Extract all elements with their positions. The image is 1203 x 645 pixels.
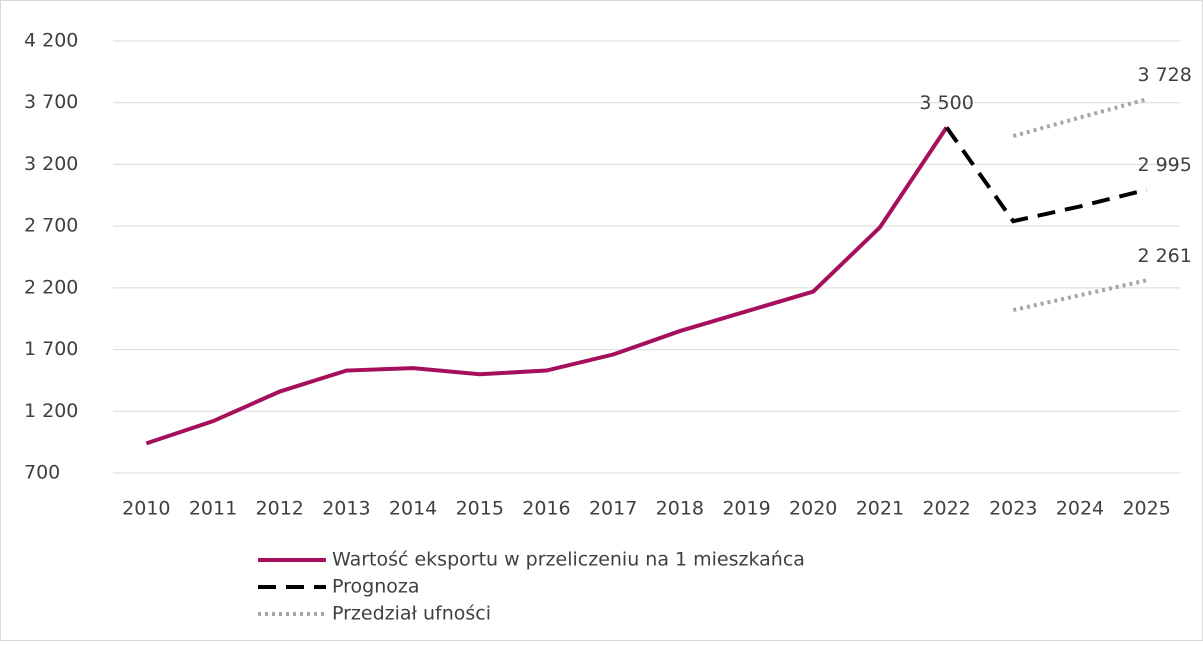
data-label: 2 995: [1137, 154, 1191, 176]
x-tick-label: 2016: [522, 498, 570, 520]
y-tick-label: 3 700: [24, 91, 78, 113]
data-label: 3 728: [1137, 64, 1191, 86]
y-tick-label: 4 200: [24, 30, 78, 52]
x-tick-label: 2018: [656, 498, 704, 520]
x-tick-label: 2010: [122, 498, 170, 520]
x-tick-label: 2024: [1056, 498, 1104, 520]
x-tick-label: 2013: [322, 498, 370, 520]
x-tick-label: 2015: [456, 498, 504, 520]
y-tick-label: 2 700: [24, 215, 78, 237]
series-line: [145, 126, 949, 446]
series-line: [1012, 278, 1148, 313]
x-tick-label: 2014: [389, 498, 437, 520]
x-tick-label: 2020: [789, 498, 837, 520]
y-tick-label: 1 200: [24, 400, 78, 422]
x-tick-label: 2019: [722, 498, 770, 520]
series-line: [1012, 97, 1148, 138]
series-line: [944, 126, 1148, 224]
legend-label: Wartość eksportu w przeliczeniu na 1 mie…: [332, 549, 805, 571]
x-tick-label: 2012: [256, 498, 304, 520]
y-tick-label: 3 200: [24, 153, 78, 175]
y-tick-label: 700: [24, 462, 60, 484]
legend-label: Prognoza: [332, 576, 420, 598]
legend-label: Przedział ufności: [332, 603, 491, 625]
x-tick-label: 2011: [189, 498, 237, 520]
x-tick-label: 2017: [589, 498, 637, 520]
x-tick-label: 2021: [856, 498, 904, 520]
x-tick-label: 2023: [989, 498, 1037, 520]
data-label: 2 261: [1137, 245, 1191, 267]
data-label: 3 500: [919, 92, 973, 114]
y-tick-label: 1 700: [24, 338, 78, 360]
x-tick-label: 2022: [922, 498, 970, 520]
y-tick-label: 2 200: [24, 276, 78, 298]
x-tick-label: 2025: [1122, 498, 1170, 520]
